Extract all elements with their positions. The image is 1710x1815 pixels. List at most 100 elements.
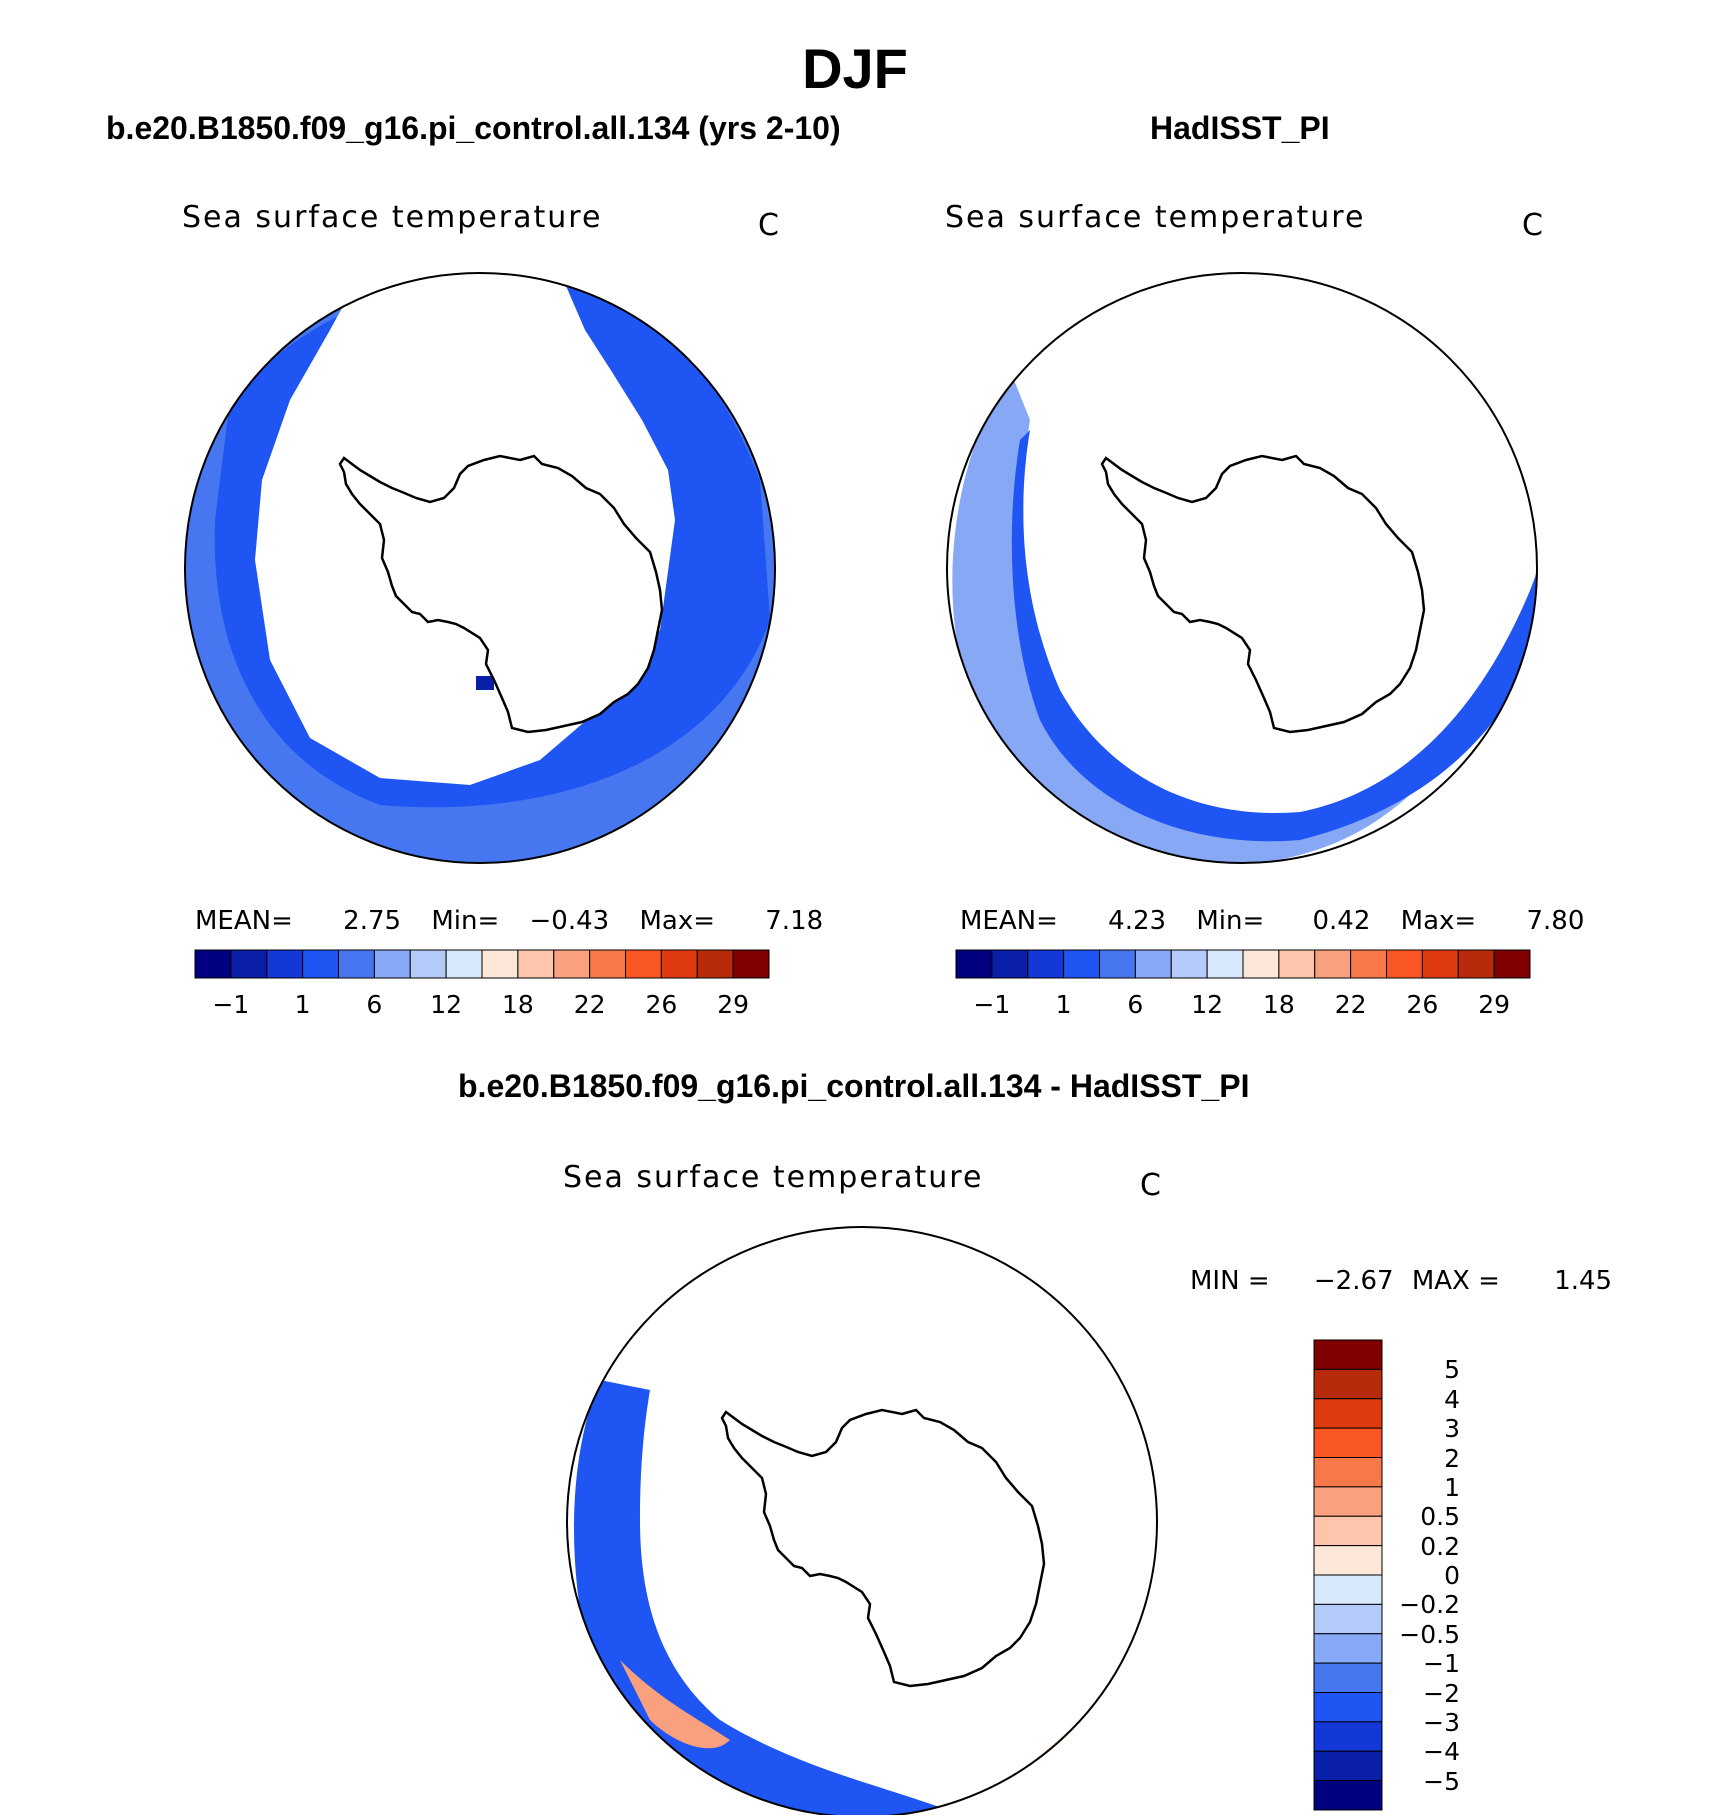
panel2-colorbar-swatch	[955, 949, 993, 979]
panel3-colorbar-tick-label: −3	[1423, 1707, 1460, 1737]
panel3-colorbar-swatch	[1313, 1603, 1383, 1635]
panel3-colorbar-swatch	[1313, 1780, 1383, 1811]
panel2-mean-label: MEAN=	[960, 906, 1058, 936]
panel3-colorbar-tick-label: −0.2	[1399, 1590, 1460, 1620]
panel2-colorbar-swatch	[1457, 949, 1495, 979]
panel2-units-label: C	[1522, 208, 1543, 243]
panel1-map-border	[184, 272, 776, 864]
panel2-colorbar	[955, 949, 1531, 979]
panel1-colorbar-tick-label: 1	[294, 990, 311, 1019]
panel1-colorbar-swatch	[230, 949, 268, 979]
panel1-min-label: Min=	[431, 906, 500, 936]
panel1-colorbar-swatch	[732, 949, 770, 979]
panel1-max-label: Max=	[639, 906, 715, 936]
panel3-colorbar-tick-label: 2	[1444, 1443, 1460, 1473]
panel3-max-label: MAX =	[1411, 1266, 1500, 1296]
panel2-colorbar-tick-label: 18	[1262, 990, 1295, 1019]
panel2-colorbar-swatch	[1027, 949, 1065, 979]
panel3-colorbar-swatch	[1313, 1750, 1383, 1782]
panel3-colorbar-tick-label: 0.5	[1420, 1502, 1460, 1532]
panel3-colorbar-swatch	[1313, 1545, 1383, 1576]
panel2-colorbar-swatch	[1063, 949, 1100, 979]
panel1-colorbar-swatch	[302, 949, 339, 979]
panel2-variable-label: Sea surface temperature	[945, 200, 1366, 235]
panel2-colorbar-tick-label: 1	[1055, 990, 1072, 1019]
panel3-max-value: 1.45	[1554, 1266, 1613, 1296]
panel3-colorbar-swatch	[1313, 1398, 1383, 1429]
panel1-colorbar-tick-label: −1	[212, 990, 250, 1019]
panel1-colorbar-swatch	[266, 949, 304, 979]
panel1-colorbar	[194, 949, 770, 979]
panel2-mean-value: 4.23	[1108, 906, 1167, 936]
panel3-colorbar-tick-label: −1	[1423, 1649, 1460, 1679]
panel3-case-title: b.e20.B1850.f09_g16.pi_control.all.134 -…	[458, 1068, 1250, 1104]
panel2-colorbar-swatch	[1099, 949, 1136, 979]
panel2-colorbar-swatch	[1134, 949, 1172, 979]
panel2-max-value: 7.80	[1526, 906, 1585, 936]
panel1-min-value: −0.43	[529, 906, 610, 936]
panel1-colorbar-swatch	[660, 949, 698, 979]
panel2-colorbar-tick-label: 29	[1478, 990, 1511, 1019]
panel3-stats: MIN = −2.67 MAX = 1.45	[1190, 1266, 1612, 1296]
panel2-colorbar-tick-label: 12	[1191, 990, 1224, 1019]
panel1-colorbar-swatch	[373, 949, 411, 979]
panel1-colorbar-swatch	[338, 949, 375, 979]
panel1-colorbar-tick-label: 22	[573, 990, 606, 1019]
panel1-max-value: 7.18	[765, 906, 824, 936]
panel1-colorbar-swatch	[696, 949, 734, 979]
panel1-mean-label: MEAN=	[195, 906, 293, 936]
panel2-colorbar-swatch	[1421, 949, 1459, 979]
panel1-colorbar-swatch	[481, 949, 519, 979]
panel2-colorbar-swatch	[1314, 949, 1352, 979]
panel3-colorbar-tick-label: −2	[1423, 1678, 1460, 1708]
panel1-cold-patch	[476, 676, 494, 690]
panel2-case-title: HadISST_PI	[1150, 110, 1330, 146]
panel3-colorbar-swatch	[1313, 1692, 1383, 1723]
panel3-variable-label: Sea surface temperature	[563, 1160, 984, 1195]
panel1-colorbar-swatch	[589, 949, 626, 979]
panel2-colorbar-swatch	[1170, 949, 1208, 979]
panel1-colorbar-swatch	[517, 949, 555, 979]
panel2-colorbar-tick-label: 22	[1334, 990, 1367, 1019]
panel1-colorbar-tick-label: 26	[645, 990, 678, 1019]
panel1-colorbar-tick-label: 6	[366, 990, 383, 1019]
panel1-colorbar-tick-label: 29	[717, 990, 750, 1019]
panel3-min-value: −2.67	[1313, 1266, 1394, 1296]
panel2-colorbar-swatch	[1278, 949, 1316, 979]
panel3-colorbar-swatch	[1313, 1633, 1383, 1664]
panel3-colorbar-tick-label: 5	[1444, 1355, 1460, 1385]
panel3-colorbar-swatch	[1313, 1515, 1383, 1547]
panel3-units-label: C	[1140, 1168, 1161, 1203]
panel3-colorbar	[1313, 1339, 1383, 1811]
panel3-colorbar-tick-label: 0	[1444, 1561, 1460, 1590]
panel3-colorbar-tick-label: −5	[1423, 1766, 1460, 1796]
panel3-colorbar-swatch	[1313, 1721, 1383, 1752]
panel2-min-label: Min=	[1196, 906, 1265, 936]
panel2-min-value: 0.42	[1312, 906, 1371, 936]
panel3-colorbar-swatch	[1313, 1427, 1383, 1458]
panel3-colorbar-swatch	[1313, 1662, 1383, 1693]
panel3-colorbar-tick-label: −4	[1423, 1737, 1460, 1767]
panel3-min-label: MIN =	[1190, 1266, 1270, 1296]
panel3-colorbar-swatch	[1313, 1339, 1383, 1370]
panel1-colorbar-swatch	[194, 949, 232, 979]
panel2-colorbar-swatch	[1386, 949, 1423, 979]
panel1-colorbar-swatch	[409, 949, 447, 979]
panel3-map-border	[566, 1226, 1158, 1815]
panel3-colorbar-swatch	[1313, 1574, 1383, 1605]
panel3-map	[567, 1227, 1157, 1815]
panel1-colorbar-tick-label: 12	[430, 990, 463, 1019]
panel2-colorbar-tick-label: −1	[973, 990, 1011, 1019]
panel1-stats: MEAN= 2.75 Min= −0.43 Max= 7.18	[195, 906, 823, 936]
panel1-case-title: b.e20.B1850.f09_g16.pi_control.all.134 (…	[106, 110, 841, 146]
panel1-colorbar-swatch	[445, 949, 483, 979]
panel2-map	[947, 273, 1537, 863]
panel3-positive-patch-west	[620, 1660, 730, 1749]
panel2-map-border	[946, 272, 1538, 864]
panel2-colorbar-swatch	[1350, 949, 1387, 979]
panel2-stats: MEAN= 4.23 Min= 0.42 Max= 7.80	[960, 906, 1584, 936]
panel2-colorbar-swatch	[1242, 949, 1280, 979]
panel3-colorbar-swatch	[1313, 1486, 1383, 1517]
panel3-colorbar-tick-label: 3	[1444, 1414, 1460, 1444]
